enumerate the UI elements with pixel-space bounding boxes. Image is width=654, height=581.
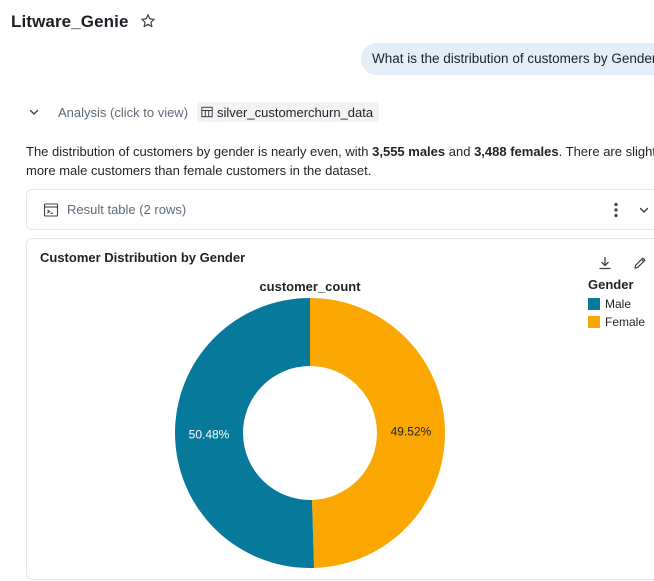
user-message-bubble: What is the distribution of customers by… (361, 43, 654, 75)
pie-slice-male[interactable] (175, 298, 315, 568)
kebab-menu-icon[interactable] (609, 201, 623, 219)
summary-text-1: The distribution of customers by gender … (26, 144, 373, 159)
table-chip[interactable]: silver_customerchurn_data (197, 102, 380, 122)
page-title: Litware_Genie (11, 12, 129, 31)
answer-summary: The distribution of customers by gender … (26, 142, 654, 180)
pie-label-female: 49.52% (391, 424, 432, 438)
summary-males: 3,555 males (372, 144, 446, 159)
result-table-label[interactable]: Result table (2 rows) (67, 202, 187, 217)
summary-line-2: more male customers than female customer… (26, 163, 372, 178)
summary-text-2: and (445, 144, 475, 159)
legend-item-female[interactable]: Female (588, 313, 645, 331)
edit-pencil-icon[interactable] (632, 255, 648, 271)
pie-slice-female[interactable] (310, 298, 446, 568)
legend-swatch-male (588, 298, 600, 310)
table-icon (201, 106, 213, 118)
chart-card: Customer Distribution by Gender customer… (26, 238, 654, 580)
analysis-row: Analysis (click to view) silver_customer… (27, 101, 380, 123)
table-name: silver_customerchurn_data (217, 104, 374, 120)
summary-text-3: . There are slightly (558, 144, 654, 159)
legend-label-male: Male (605, 297, 632, 311)
result-table-card[interactable]: Result table (2 rows) (26, 189, 654, 230)
legend-swatch-female (588, 316, 600, 328)
legend-label-female: Female (605, 315, 646, 329)
chart-title: customer_count (259, 279, 361, 294)
pie-label-male: 50.48% (189, 428, 230, 442)
chart-card-title: Customer Distribution by Gender (40, 250, 246, 265)
legend-title: Gender (588, 277, 634, 292)
chevron-down-icon[interactable] (637, 203, 651, 217)
analysis-toggle[interactable]: Analysis (click to view) (58, 104, 189, 120)
star-icon[interactable] (140, 13, 156, 29)
chevron-down-icon[interactable] (27, 105, 41, 119)
legend-item-male[interactable]: Male (588, 295, 645, 313)
chart-legend: Gender Male Female (588, 277, 645, 331)
terminal-table-icon (43, 203, 59, 217)
summary-females: 3,488 females (474, 144, 559, 159)
download-icon[interactable] (597, 255, 613, 271)
donut-chart: customer_count 49.52% 50.48% (175, 279, 446, 568)
